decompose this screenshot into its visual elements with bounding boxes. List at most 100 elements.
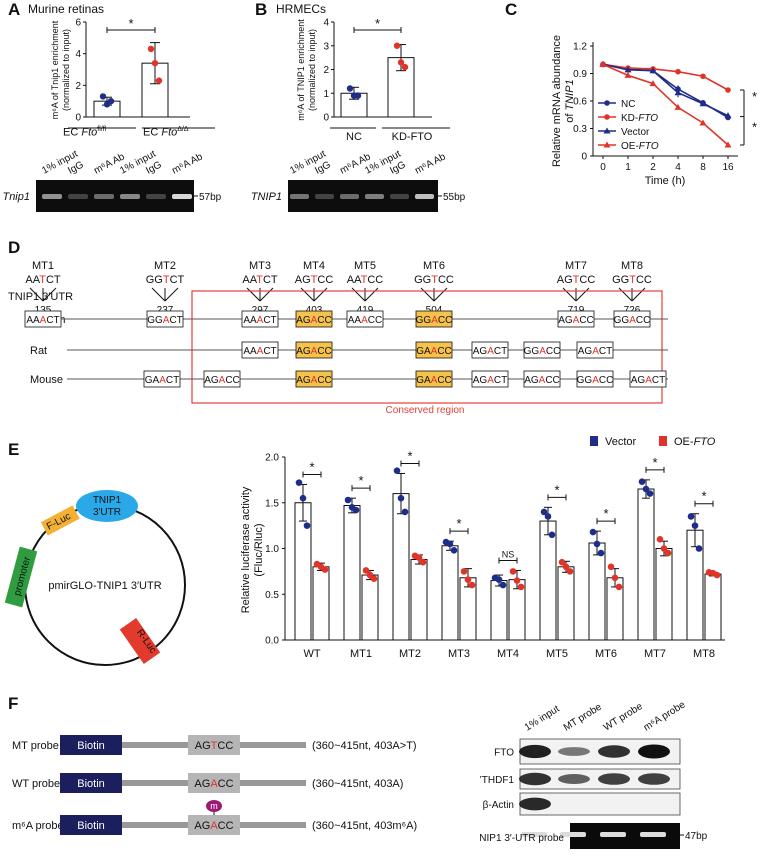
mutant-seq: AATCT [25,274,61,286]
data-point [446,540,454,548]
motif-seq-part: GG [614,315,630,326]
data-point [155,77,163,84]
series-line-2 [602,63,729,117]
y-label-2-gene: TNIP1 [564,79,576,110]
biotin-label: Biotin [77,820,105,832]
rluc-part [119,618,161,664]
probe-desc: (360~415nt, 403m⁶A) [312,820,417,832]
mutant-seq: GGTCC [414,274,454,286]
gel-image [288,180,438,212]
tnip1-utr-part [76,490,138,522]
panel-label-a: A [8,0,21,19]
motif-seq: AAACT [26,315,59,326]
bar [343,504,361,641]
motif-seq-part: A [431,375,438,386]
motif-seq-part: A [257,346,264,357]
y-tick-label: 0 [75,113,81,124]
bar [361,574,379,641]
data-point [607,563,615,571]
blot-band [598,745,630,758]
bar [637,488,655,641]
y-tick-label: 1.0 [265,544,279,555]
motif-box [471,341,509,359]
bar [539,520,557,641]
panel-label-f: F [8,694,19,713]
legend-label: Vector [621,127,650,138]
motif-seq-part: CC [546,346,560,357]
a-group-2-sup: Δ/Δ [177,126,189,133]
panel-e-plasmid: pmirGLO-TNIP1 3′UTRTNIP13′UTRF-Lucpromot… [4,490,186,666]
y-tick-label: 4 [75,49,81,60]
legend-label-part: OE- [674,436,694,448]
y-label-2: (normalized to input) [61,29,71,111]
motif-seq-part: AG [558,315,573,326]
data-point [713,571,721,579]
biotin-label: Biotin [77,740,105,752]
motif-seq-part: A [311,375,318,386]
blot-lane-label: MT probe [562,701,604,733]
motif-seq-part: A [592,375,599,386]
category-label: WT [303,648,320,660]
motif-seq: GAACC [416,346,452,357]
motif-seq-part: CC [317,375,331,386]
gel-band [172,194,192,199]
motif-seq: AGACT [631,375,665,386]
gel-gene-label: TNIP1 [251,191,282,203]
probe-strand [60,780,306,786]
motif-seq: AGACC [296,346,332,357]
series-point [649,80,657,87]
mutant-seq: GGTCT [146,274,185,286]
a-group-1: EC Ftofl/fl [63,126,106,139]
data-point [664,549,672,557]
sig-star: * [128,16,133,31]
motif-seq: GGACC [614,315,651,326]
series-point [649,67,657,74]
mutant-seq: AGTCC [295,274,334,286]
legend-label-gene: FTO [639,141,659,152]
motif-seq: AGACT [473,375,507,386]
blot-band [519,772,551,786]
legend-marker [604,100,610,106]
gel-band [290,194,309,199]
data-point [468,581,476,589]
probe-gel-band [600,832,626,837]
series-point [724,141,732,148]
mutant-name: MT2 [154,260,176,272]
bar [490,580,508,641]
data-point [299,494,307,502]
bar [392,493,410,641]
motif-box [346,310,384,328]
mutant-seq-part: CC [317,274,333,286]
sig-star: * [375,16,380,31]
gel-image [36,180,194,212]
data-point [540,508,548,516]
mutant-seq-part: CT [263,274,278,286]
probe-seq-box [188,815,240,835]
y-label-1: m⁶A of Tnip1 enrichment [50,20,60,119]
blot-lane-label: WT probe [602,701,645,734]
position-label: 419 [357,305,374,316]
motif-seq: GGACC [524,346,561,357]
probe-seq-part: CC [218,778,234,790]
data-point [107,97,115,105]
motif-seq-part: A [629,315,636,326]
bar [410,558,428,641]
panel-f-probes: MT probe Biotin AGTCC (360~415nt, 403A>T)WT… [12,735,417,835]
motif-box [629,370,667,388]
gel-gene-label: Tnip1 [2,191,30,203]
motif-seq-part: A [163,315,170,326]
data-point [611,574,619,582]
motif-seq-part: CT [46,315,59,326]
part-label-tnip1: TNIP1 [93,495,122,506]
species-label: Mouse [30,374,63,386]
motif-seq-part: CC [437,346,451,357]
series-line-3 [602,63,729,146]
x-axis-label: Time (h) [645,175,686,187]
category-label: MT2 [399,648,421,660]
data-point [656,536,664,543]
y-tick-label: 6 [75,18,81,29]
mutant-seq-part: AA [25,274,40,286]
motif-seq-part: AG [296,346,311,357]
data-point [597,549,605,557]
data-point [566,568,574,575]
